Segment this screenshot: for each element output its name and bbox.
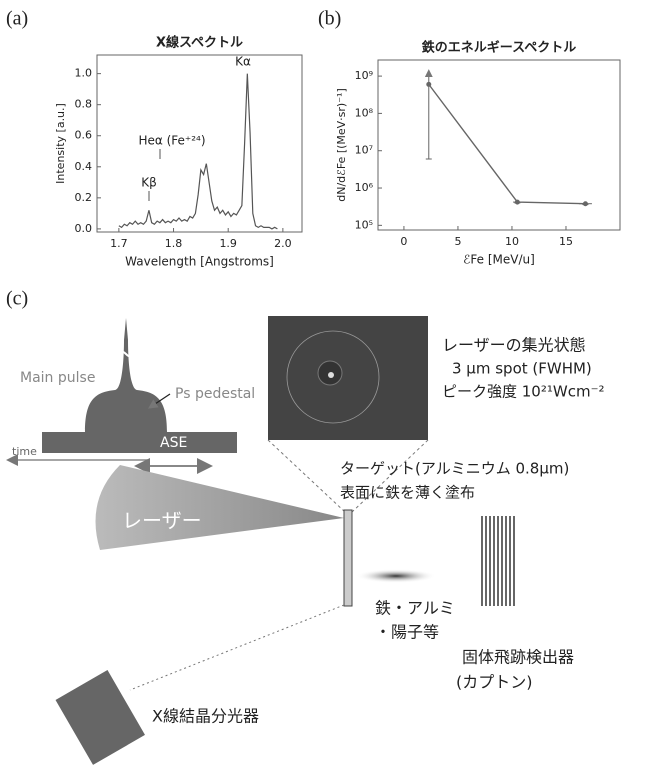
panel-label: (a) <box>6 8 28 30</box>
ase-label: ASE <box>160 435 187 451</box>
target <box>344 510 352 606</box>
y-tick-label: 0.4 <box>75 160 93 173</box>
x-tick-label: 2.0 <box>274 237 292 250</box>
ions-text: 鉄・アルミ <box>375 599 455 618</box>
panel-label: (c) <box>6 288 28 310</box>
x-tick-label: 0 <box>400 235 407 248</box>
panel-label: (b) <box>318 8 341 30</box>
spot-text: 3 μm spot (FWHM) <box>452 360 592 378</box>
y-tick-label: 0.8 <box>75 98 93 111</box>
dashed-line <box>130 605 344 690</box>
diagram: (c) Main pulse Ps pedestal ASE time レーザー… <box>6 288 605 765</box>
y-tick-label: 0.2 <box>75 191 93 204</box>
y-tick-label: 10⁶ <box>355 181 374 194</box>
x-tick-label: 15 <box>559 235 573 248</box>
ions-text: ・陽子等 <box>375 623 439 642</box>
detector-text: 固体飛跡検出器 <box>462 648 574 667</box>
x-tick-label: 1.9 <box>219 237 237 250</box>
spectrometer <box>56 670 145 765</box>
charts: (a) X線スペクトル 0.0 0.2 0.4 0.6 0.8 1.0 1.7 1.8 1.9 2.0… <box>6 8 620 269</box>
annotation: Kβ <box>141 176 157 190</box>
data-line <box>429 84 586 203</box>
y-tick-label: 1.0 <box>75 67 93 80</box>
x-axis-label: ℰFe [MeV/u] <box>463 253 535 267</box>
figure: (a) X線スペクトル 0.0 0.2 0.4 0.6 0.8 1.0 1.7 1.8 1.9 2.0… <box>0 0 646 767</box>
time-label: time <box>12 445 37 458</box>
main-pulse-label: Main pulse <box>20 370 95 386</box>
y-tick-label: 10⁷ <box>355 144 373 157</box>
y-tick-label: 0.6 <box>75 129 93 142</box>
point <box>515 200 520 205</box>
x-tick-label: 1.7 <box>110 237 128 250</box>
y-axis-label: dN/dℰFe [(MeV·sr)⁻¹] <box>335 88 348 201</box>
spectrometer-label: X線結晶分光器 <box>152 707 259 726</box>
point <box>583 201 588 206</box>
chart-title: 鉄のエネルギースペクトル <box>422 40 576 56</box>
intensity-text: ピーク強度 10²¹Wcm⁻² <box>442 383 605 401</box>
point <box>426 82 431 87</box>
detector <box>482 516 514 606</box>
focus-title: レーザーの集光状態 <box>442 336 586 355</box>
x-axis-label: Wavelength [Angstroms] <box>125 255 274 269</box>
x-tick-label: 5 <box>454 235 461 248</box>
focus-core <box>328 372 334 378</box>
detector-text: (カプトン) <box>456 673 533 692</box>
chart-title: X線スペクトル <box>156 35 243 51</box>
ps-pedestal-label: Ps pedestal <box>175 386 255 402</box>
y-tick-label: 10⁵ <box>355 218 373 231</box>
y-tick-label: 0.0 <box>75 222 93 235</box>
y-axis-label: Intensity [a.u.] <box>54 103 67 184</box>
ase-bar <box>42 432 237 453</box>
annotation: Heα (Fe⁺²⁴) <box>138 134 205 148</box>
target-text: 表面に鉄を薄く塗布 <box>340 484 475 502</box>
target-text: ターゲット(アルミニウム 0.8μm) <box>340 460 569 478</box>
annotation: Kα <box>235 55 251 69</box>
y-tick-label: 10⁸ <box>355 106 374 119</box>
x-tick-label: 1.8 <box>165 237 183 250</box>
pulse-shape <box>85 318 167 432</box>
laser-label: レーザー <box>122 509 202 533</box>
y-tick-label: 10⁹ <box>355 69 373 82</box>
ion-beam <box>356 569 436 583</box>
dashed-line <box>268 440 345 512</box>
focus-image <box>268 316 428 440</box>
x-tick-label: 10 <box>505 235 519 248</box>
data-line <box>119 74 278 229</box>
laser-beam <box>96 465 345 550</box>
